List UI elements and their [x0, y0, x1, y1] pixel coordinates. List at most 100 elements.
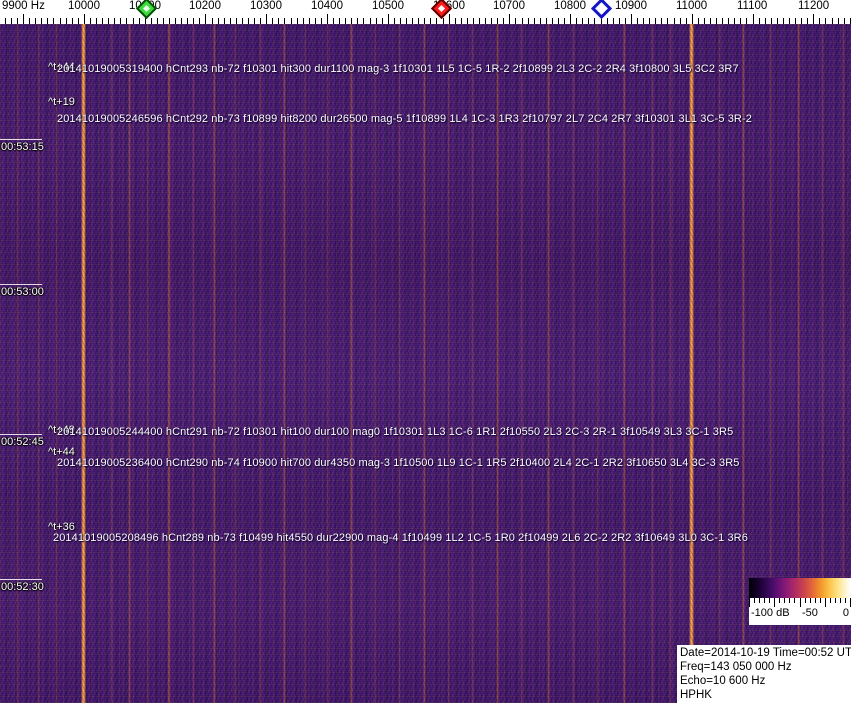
freq-tick-minor [716, 18, 717, 24]
time-axis-label: 00:52:45 [1, 436, 44, 448]
freq-tick-minor [728, 18, 729, 24]
freq-tick-minor [698, 18, 699, 24]
freq-tick-minor [376, 18, 377, 24]
freq-tick-minor [126, 18, 127, 24]
info-station: HPHK [680, 689, 712, 701]
freq-axis-label: 10300 [250, 0, 282, 12]
freq-tick-minor [844, 18, 845, 24]
freq-tick-minor [41, 18, 42, 24]
freq-tick-minor [90, 18, 91, 24]
freq-tick-minor [278, 18, 279, 24]
freq-axis-label: 11100 [737, 0, 768, 12]
freq-tick-minor [497, 18, 498, 24]
freq-tick-minor [60, 18, 61, 24]
carrier-line [55, 24, 59, 703]
freq-tick-minor [503, 18, 504, 24]
carrier-line [547, 24, 551, 703]
colorbar-label-min: -100 dB [751, 607, 790, 619]
freq-tick-minor [534, 18, 535, 24]
event-detection-record: 20141019005244400 hCnt291 nb-72 f10301 h… [57, 426, 734, 438]
freq-tick-minor [248, 18, 249, 24]
info-echo: Echo=10 600 Hz [680, 675, 766, 687]
freq-tick-minor [242, 18, 243, 24]
event-detection-record: 20141019005208496 hCnt289 nb-73 f10499 h… [53, 532, 748, 544]
freq-axis-label: 9900 Hz [2, 0, 45, 12]
marker-blue-icon[interactable] [590, 0, 613, 20]
freq-tick-minor [838, 18, 839, 24]
colorbar-tick-minor [845, 598, 846, 603]
freq-tick-minor [224, 18, 225, 24]
carrier-line [282, 24, 286, 703]
freq-tick-minor [260, 18, 261, 24]
colorbar-tick-major [825, 598, 826, 607]
freq-tick-minor [157, 18, 158, 24]
freq-tick-minor [424, 18, 425, 24]
freq-tick-major [327, 14, 328, 24]
colorbar-tick-minor [815, 598, 816, 603]
freq-axis-label: 10000 [68, 0, 100, 12]
colorbar-tick-minor [835, 598, 836, 603]
carrier-line [520, 24, 524, 703]
freq-axis-label: 11200 [798, 0, 830, 12]
time-axis-tick [0, 139, 42, 140]
freq-tick-minor [540, 18, 541, 24]
carrier-line [717, 24, 721, 703]
freq-tick-minor [765, 18, 766, 24]
colorbar-tick-major [749, 598, 750, 607]
freq-tick-minor [485, 18, 486, 24]
freq-tick-minor [746, 18, 747, 24]
freq-tick-minor [11, 18, 12, 24]
spectrogram-waterfall[interactable]: 00:53:15 00:53:00 00:52:45 00:52:30 ^t+44 20… [0, 24, 851, 703]
event-detection-record: 20141019005319400 hCnt293 nb-72 f10301 h… [57, 63, 739, 75]
carrier-line [668, 24, 672, 703]
freq-tick-major [813, 14, 814, 24]
freq-tick-minor [613, 18, 614, 24]
freq-tick-minor [339, 18, 340, 24]
freq-tick-minor [832, 18, 833, 24]
freq-tick-minor [212, 18, 213, 24]
freq-tick-minor [315, 18, 316, 24]
freq-tick-minor [771, 18, 772, 24]
freq-tick-minor [53, 18, 54, 24]
freq-tick-minor [406, 18, 407, 24]
freq-tick-minor [370, 18, 371, 24]
colorbar-ticks [749, 598, 851, 607]
colorbar-tick-minor [830, 598, 831, 603]
freq-tick-minor [139, 18, 140, 24]
freq-tick-minor [734, 18, 735, 24]
freq-tick-minor [35, 18, 36, 24]
freq-tick-minor [5, 18, 6, 24]
colorbar-tick-minor [779, 598, 780, 603]
freq-tick-minor [351, 18, 352, 24]
info-date-time: Date=2014-10-19 Time=00:52 UTC [680, 647, 851, 659]
event-time-offset-tag: ^t+44 [48, 446, 75, 458]
colorbar-tick-minor [789, 598, 790, 603]
carrier-line [398, 24, 402, 703]
carrier-line [213, 24, 217, 703]
freq-tick-minor [345, 18, 346, 24]
freq-tick-minor [66, 18, 67, 24]
frequency-axis[interactable]: 9900 Hz100001010010200103001040010500106… [0, 0, 851, 24]
carrier-line [325, 24, 329, 703]
freq-tick-minor [783, 18, 784, 24]
freq-axis-label: 10500 [372, 0, 404, 12]
freq-tick-minor [418, 18, 419, 24]
freq-tick-minor [303, 18, 304, 24]
freq-tick-minor [643, 18, 644, 24]
freq-tick-minor [807, 18, 808, 24]
freq-tick-minor [461, 18, 462, 24]
time-axis-tick [0, 284, 42, 285]
freq-tick-minor [625, 18, 626, 24]
freq-tick-minor [661, 18, 662, 24]
freq-tick-minor [649, 18, 650, 24]
info-panel: Date=2014-10-19 Time=00:52 UTC Freq=143 … [677, 645, 851, 703]
freq-tick-major [266, 14, 267, 24]
time-axis-label: 00:53:15 [1, 141, 44, 153]
freq-tick-minor [564, 18, 565, 24]
carrier-line [191, 24, 195, 703]
freq-tick-minor [297, 18, 298, 24]
freq-tick-minor [759, 18, 760, 24]
freq-axis-label: 10800 [554, 0, 586, 12]
carrier-line [689, 24, 695, 703]
